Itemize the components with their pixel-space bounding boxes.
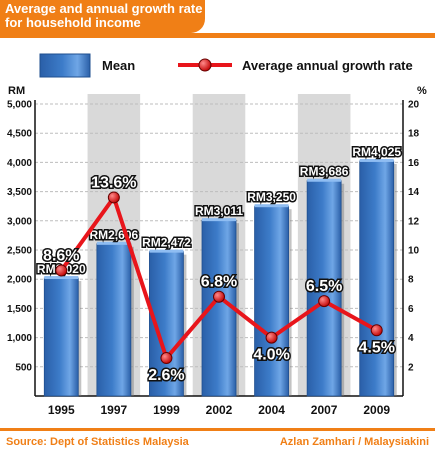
bar bbox=[359, 160, 395, 397]
y-tick-right: 18 bbox=[408, 129, 420, 140]
bar-value-label: RM3,011 bbox=[195, 204, 243, 218]
header-rule bbox=[0, 33, 435, 38]
y-tick-right: 16 bbox=[408, 158, 420, 169]
credit-text: Azlan Zamhari / Malaysiakini bbox=[279, 436, 429, 448]
y-tick-left: 3,500 bbox=[7, 187, 32, 198]
growth-value-label: 4.5% bbox=[358, 339, 394, 356]
growth-value-label: 8.6% bbox=[43, 247, 79, 264]
growth-point bbox=[160, 352, 173, 365]
growth-point bbox=[213, 290, 225, 303]
y-tick-right: 10 bbox=[408, 246, 420, 257]
x-tick-label: 2007 bbox=[311, 403, 338, 417]
y-axis-label-left: RM bbox=[8, 85, 25, 97]
y-tick-left: 500 bbox=[15, 362, 32, 373]
bar bbox=[254, 205, 289, 397]
x-tick-label: 1995 bbox=[48, 403, 75, 417]
bar-value-label: RM3,686 bbox=[300, 165, 349, 179]
x-tick-label: 1999 bbox=[153, 403, 180, 417]
growth-value-label: 13.6% bbox=[91, 174, 136, 191]
legend-growth-label: Average annual growth rate bbox=[242, 58, 413, 73]
growth-value-label: 4.0% bbox=[253, 347, 289, 364]
y-tick-left: 5,000 bbox=[7, 100, 32, 111]
y-tick-right: 20 bbox=[408, 100, 420, 111]
y-tick-left: 4,000 bbox=[7, 158, 32, 169]
y-tick-right: 8 bbox=[408, 275, 414, 286]
growth-point bbox=[107, 191, 120, 204]
growth-point bbox=[318, 295, 331, 308]
bar bbox=[306, 180, 342, 397]
footer: Source: Dept of Statistics Malaysia Azla… bbox=[0, 428, 435, 461]
bar-top bbox=[44, 276, 79, 280]
y-tick-left: 1,500 bbox=[7, 304, 32, 315]
x-tick-label: 2009 bbox=[363, 403, 390, 417]
bar-value-label: RM3,250 bbox=[247, 190, 296, 204]
x-tick-label: 2002 bbox=[206, 403, 233, 417]
y-axis-label-right: % bbox=[417, 85, 427, 97]
bar bbox=[96, 243, 132, 397]
bar bbox=[43, 277, 79, 397]
growth-point bbox=[370, 324, 383, 337]
legend-mean-label: Mean bbox=[102, 58, 135, 73]
bar-value-label: RM4,025 bbox=[352, 145, 401, 159]
y-tick-left: 2,000 bbox=[7, 275, 32, 286]
footer-rule bbox=[0, 428, 435, 431]
x-tick-label: 2004 bbox=[258, 403, 285, 417]
y-tick-right: 6 bbox=[408, 304, 414, 315]
y-tick-right: 4 bbox=[408, 333, 414, 344]
bar-top bbox=[254, 204, 289, 208]
bar-top bbox=[307, 178, 342, 182]
x-tick-label: 1997 bbox=[101, 403, 128, 417]
y-tick-right: 14 bbox=[408, 187, 420, 198]
bar-top bbox=[149, 249, 184, 253]
growth-point bbox=[265, 331, 278, 344]
y-tick-right: 2 bbox=[408, 362, 414, 373]
y-tick-left: 2,500 bbox=[7, 246, 32, 257]
y-tick-right: 12 bbox=[408, 216, 420, 227]
bar-top bbox=[96, 241, 131, 245]
growth-value-label: 6.8% bbox=[201, 274, 237, 291]
bar-top bbox=[202, 218, 236, 222]
growth-point bbox=[55, 264, 68, 277]
source-text: Source: Dept of Statistics Malaysia bbox=[6, 436, 189, 448]
legend-line-marker bbox=[198, 58, 212, 72]
y-tick-left: 4,500 bbox=[7, 129, 32, 140]
legend-bar-swatch bbox=[39, 53, 91, 78]
growth-value-label: 6.5% bbox=[306, 278, 342, 295]
bar-value-label: RM2,606 bbox=[90, 228, 139, 242]
growth-value-label: 2.6% bbox=[148, 367, 184, 384]
chart-title: Average and annual growth rate for house… bbox=[5, 1, 203, 30]
y-tick-left: 3,000 bbox=[7, 216, 32, 227]
y-tick-left: 1,000 bbox=[7, 333, 32, 344]
bar-value-label: RM2,472 bbox=[142, 236, 191, 250]
bar-top bbox=[359, 158, 394, 162]
title-band: Average and annual growth rate for house… bbox=[0, 0, 205, 33]
